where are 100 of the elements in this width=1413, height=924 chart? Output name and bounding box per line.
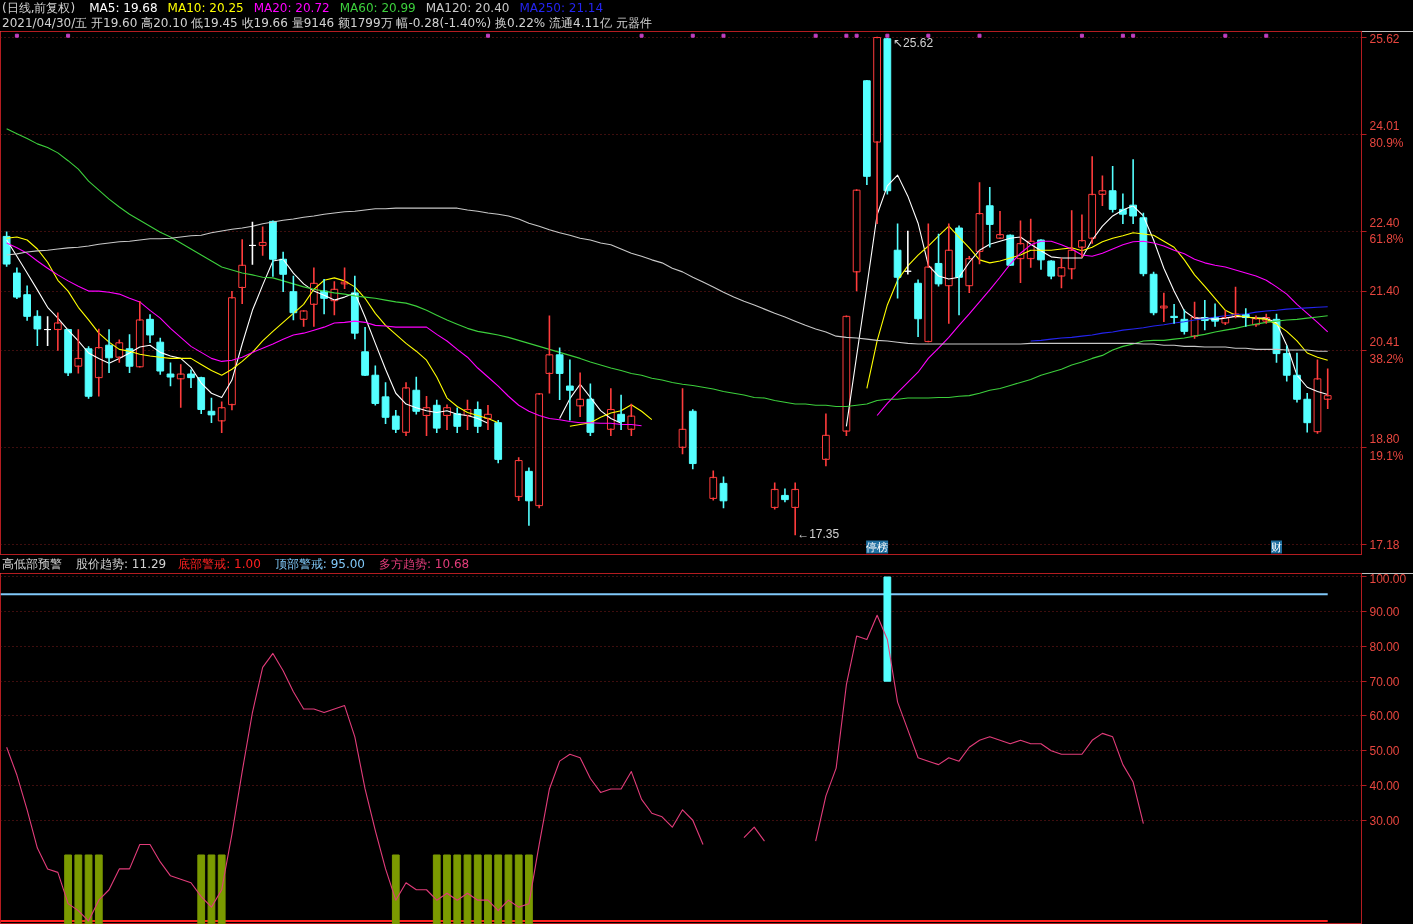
y-tick-label: 25.62 [1369,31,1400,46]
candlestick [975,182,984,265]
candlestick [432,399,441,434]
chart-subtitle: 2021/04/30/五 开19.60 高20.10 低19.45 收19.66 量9146 额1799万 幅-0.28(-1.40%) 换0.22% 流通4.11亿 元器件 [2,16,652,30]
text: MA250: 21.14 [519,1,604,15]
candlestick [453,407,462,434]
candlestick [514,457,523,502]
candlestick [1313,359,1322,433]
candlestick [822,413,830,467]
candlestick [617,394,625,431]
candlestick [965,256,974,294]
candlestick [1282,345,1291,382]
text: 多方趋势: 10.68 [379,557,470,571]
y-tick-label: 90.00 [1369,605,1400,620]
candlestick [422,396,431,437]
candlestick [709,470,718,499]
candlestick [770,482,779,508]
candlestick [176,364,185,408]
candlestick [350,275,359,340]
candlestick [688,410,697,470]
ref-line-label: 底部警戒: 1.00 [178,557,261,571]
candlestick [197,377,206,414]
candlestick [883,38,892,195]
candlestick [545,315,554,394]
candlestick [269,220,277,277]
candlestick [914,279,922,337]
candlestick [53,312,62,351]
line-series [1030,306,1329,342]
candlestick [1098,175,1107,206]
y-tick-label: 50.00 [1369,744,1400,759]
candlestick [74,329,83,374]
candlestick [94,328,103,397]
candlestick [299,310,308,327]
candlestick [955,225,963,316]
candlestick [1047,260,1056,280]
ref-line-label: 顶部警戒: 95.00 [274,557,366,571]
y-tick-label: 22.40 61.8% [1369,215,1404,247]
candlestick [156,337,165,375]
y-tick-label: 20.41 38.2% [1369,335,1404,366]
text: MA20: 20.72 [253,1,330,15]
candlestick [381,382,390,425]
y-tick-label: 60.00 [1369,709,1400,724]
candlestick [1139,212,1148,277]
candlestick [23,285,32,321]
candlestick [1159,292,1168,322]
candlestick [402,382,410,437]
y-tick-label: 100.00 [1369,571,1407,586]
candlestick [412,376,421,415]
y-tick-label: 17.18 [1369,537,1400,552]
annotation: ↖25.62 [893,35,934,50]
text: 股价趋势: 11.29 [76,557,167,571]
candlestick [893,223,902,299]
candlestick [678,388,687,455]
candlestick [340,267,349,289]
candlestick [924,223,933,343]
candlestick [934,233,943,287]
candlestick [1303,393,1312,433]
candlestick [146,314,154,343]
line-series [6,128,1329,408]
candlestick [13,267,21,298]
candlestick [105,329,113,374]
chart-title: (日线,前复权) [2,1,76,15]
candlestick [781,488,789,503]
candlestick [207,397,216,423]
candlestick [842,315,851,437]
candlestick [494,420,503,464]
candlestick [289,275,298,321]
candlestick [996,210,1004,239]
y-tick-label: 70.00 [1369,674,1400,689]
text: MA5: 19.68 [89,1,158,15]
candlestick [944,223,953,324]
candlestick [135,301,144,368]
x-tick-label: 停榜 [866,540,889,554]
candlestick [576,372,585,417]
candlestick [258,226,267,256]
candlestick [566,359,574,421]
y-tick-label: 30.00 [1369,813,1400,828]
text: MA60: 20.99 [339,1,416,15]
y-tick-label: 24.01 80.9% [1369,118,1404,150]
candlestick [64,329,72,377]
text: MA10: 20.25 [167,1,244,15]
text: MA120: 20.40 [425,1,510,15]
candlestick [228,290,236,411]
candlestick [1067,210,1076,280]
y-tick-label: 18.80 19.1% [1369,431,1404,463]
candlestick [791,482,800,536]
candlestick [238,239,247,304]
candlestick [985,186,994,248]
x-tick-label: 财 [1271,540,1282,554]
candlestick [586,383,595,437]
candlestick [361,326,369,376]
candlestick [217,401,226,434]
candlestick [555,347,564,401]
candlestick [1057,257,1066,289]
candlestick [535,393,544,509]
candlestick [391,409,400,434]
candlestick [187,369,195,389]
candlestick [1078,214,1086,258]
candlestick [1149,271,1158,316]
candlestick [862,80,871,185]
